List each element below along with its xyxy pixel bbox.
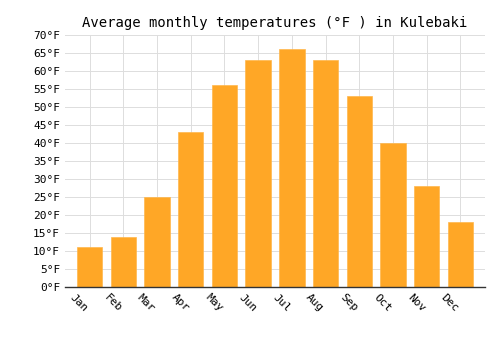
- Bar: [313, 60, 338, 287]
- Bar: [144, 197, 170, 287]
- Bar: [246, 60, 271, 287]
- Bar: [212, 85, 237, 287]
- Bar: [380, 143, 406, 287]
- Bar: [414, 186, 440, 287]
- Bar: [110, 237, 136, 287]
- Bar: [279, 49, 304, 287]
- Bar: [178, 132, 204, 287]
- Title: Average monthly temperatures (°F ) in Kulebaki: Average monthly temperatures (°F ) in Ku…: [82, 16, 468, 30]
- Bar: [448, 222, 473, 287]
- Bar: [77, 247, 102, 287]
- Bar: [346, 96, 372, 287]
